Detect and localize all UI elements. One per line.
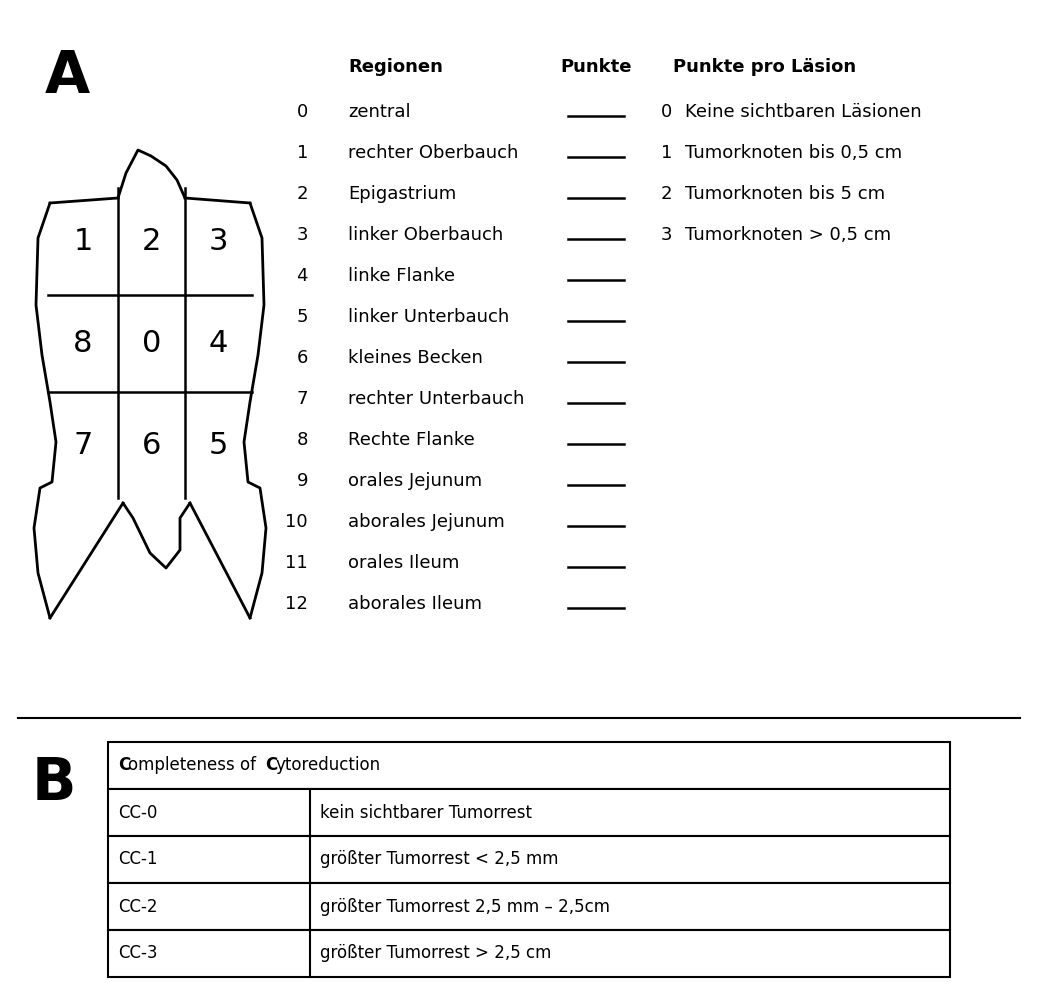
- Text: 2: 2: [297, 185, 308, 203]
- Text: 2: 2: [142, 227, 161, 256]
- Text: 5: 5: [209, 430, 228, 459]
- Text: zentral: zentral: [348, 103, 411, 121]
- Text: ompleteness of: ompleteness of: [128, 756, 262, 774]
- Bar: [108, 742, 950, 789]
- Text: Keine sichtbaren Läsionen: Keine sichtbaren Läsionen: [685, 103, 922, 121]
- Bar: [108, 789, 950, 836]
- Text: 4: 4: [297, 267, 308, 285]
- Text: linker Unterbauch: linker Unterbauch: [348, 308, 510, 326]
- Text: aborales Jejunum: aborales Jejunum: [348, 513, 504, 531]
- Text: 8: 8: [297, 431, 308, 449]
- Bar: [108, 883, 950, 930]
- Text: CC-0: CC-0: [118, 804, 158, 821]
- Text: CC-1: CC-1: [118, 850, 158, 869]
- Text: 0: 0: [142, 329, 161, 358]
- Text: 11: 11: [285, 554, 308, 572]
- Text: Tumorknoten bis 0,5 cm: Tumorknoten bis 0,5 cm: [685, 144, 902, 162]
- Text: größter Tumorrest 2,5 mm – 2,5cm: größter Tumorrest 2,5 mm – 2,5cm: [320, 897, 610, 915]
- Text: ytoreduction: ytoreduction: [275, 756, 380, 774]
- Text: Rechte Flanke: Rechte Flanke: [348, 431, 474, 449]
- Bar: [108, 836, 950, 883]
- Text: 9: 9: [297, 472, 308, 490]
- Text: CC-3: CC-3: [118, 945, 158, 962]
- Text: 4: 4: [209, 329, 228, 358]
- Text: 5: 5: [297, 308, 308, 326]
- Text: 12: 12: [285, 595, 308, 613]
- Text: 1: 1: [660, 144, 672, 162]
- Text: 0: 0: [661, 103, 672, 121]
- Bar: [108, 930, 950, 977]
- Text: 7: 7: [297, 390, 308, 408]
- Text: 2: 2: [660, 185, 672, 203]
- Text: orales Ileum: orales Ileum: [348, 554, 460, 572]
- Text: Tumorknoten > 0,5 cm: Tumorknoten > 0,5 cm: [685, 226, 892, 244]
- Text: aborales Ileum: aborales Ileum: [348, 595, 482, 613]
- Text: C: C: [265, 756, 277, 774]
- Text: 3: 3: [660, 226, 672, 244]
- Text: 3: 3: [297, 226, 308, 244]
- Text: 3: 3: [209, 227, 228, 256]
- Text: 8: 8: [74, 329, 92, 358]
- Text: orales Jejunum: orales Jejunum: [348, 472, 482, 490]
- Text: 6: 6: [297, 349, 308, 367]
- Text: CC-2: CC-2: [118, 897, 158, 915]
- Text: C: C: [118, 756, 130, 774]
- Text: Punkte pro Läsion: Punkte pro Läsion: [673, 58, 856, 76]
- Text: Tumorknoten bis 5 cm: Tumorknoten bis 5 cm: [685, 185, 885, 203]
- Text: kleines Becken: kleines Becken: [348, 349, 483, 367]
- Text: Regionen: Regionen: [348, 58, 443, 76]
- Text: linke Flanke: linke Flanke: [348, 267, 455, 285]
- Text: Punkte: Punkte: [561, 58, 632, 76]
- Text: Epigastrium: Epigastrium: [348, 185, 457, 203]
- Text: B: B: [32, 755, 77, 812]
- Text: größter Tumorrest > 2,5 cm: größter Tumorrest > 2,5 cm: [320, 945, 551, 962]
- Text: kein sichtbarer Tumorrest: kein sichtbarer Tumorrest: [320, 804, 532, 821]
- Text: 0: 0: [297, 103, 308, 121]
- Text: rechter Unterbauch: rechter Unterbauch: [348, 390, 524, 408]
- Text: 1: 1: [297, 144, 308, 162]
- Text: rechter Oberbauch: rechter Oberbauch: [348, 144, 518, 162]
- Text: 10: 10: [285, 513, 308, 531]
- Text: A: A: [45, 48, 90, 105]
- Text: 6: 6: [142, 430, 161, 459]
- Text: 7: 7: [74, 430, 92, 459]
- Text: größter Tumorrest < 2,5 mm: größter Tumorrest < 2,5 mm: [320, 850, 558, 869]
- Text: linker Oberbauch: linker Oberbauch: [348, 226, 503, 244]
- Text: 1: 1: [74, 227, 92, 256]
